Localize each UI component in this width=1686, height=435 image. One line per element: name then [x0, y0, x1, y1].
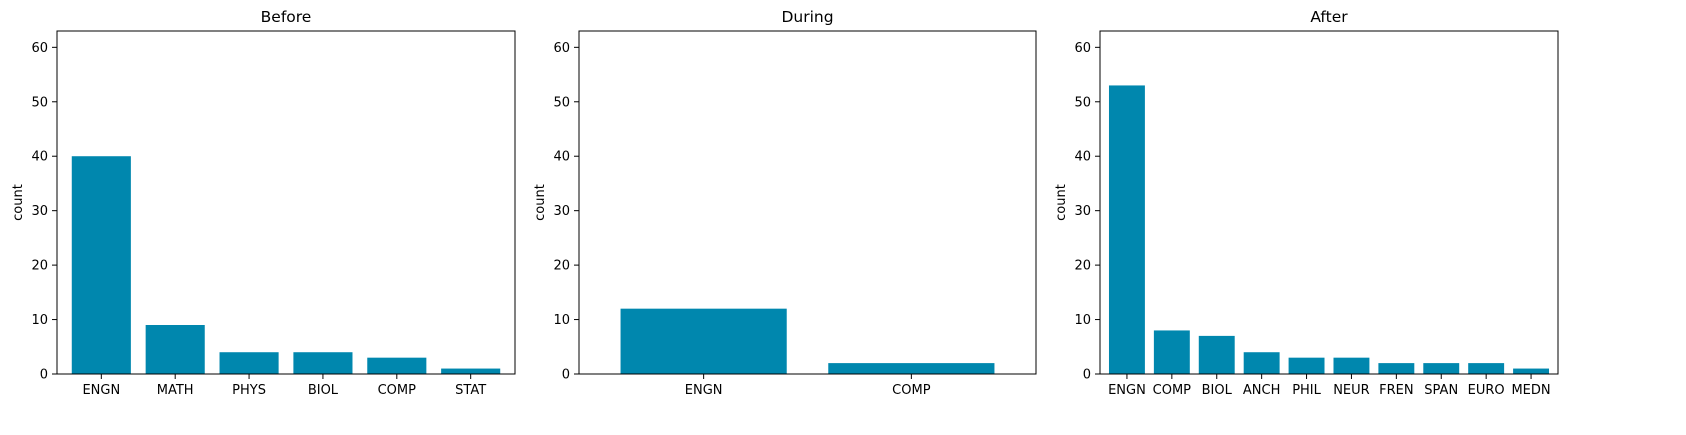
x-tick-label: NEUR — [1333, 383, 1370, 398]
y-tick-label: 50 — [31, 95, 48, 110]
y-tick-label: 50 — [553, 95, 570, 110]
bar — [620, 308, 787, 374]
bar — [219, 352, 279, 374]
x-tick-label: ENGN — [82, 383, 120, 398]
y-tick-label: 40 — [31, 150, 48, 165]
y-tick-label: 60 — [1074, 41, 1091, 56]
chart-panel-3: 0 10 20 30 40 50 60 ENGN COMP BIOL ANCH PHIL NEUR FRE… — [1054, 8, 1559, 398]
y-tick-label: 40 — [1074, 150, 1091, 165]
y-tick-label: 10 — [553, 313, 570, 328]
y-tick-label: 10 — [31, 313, 48, 328]
x-tick-label: COMP — [378, 383, 417, 398]
bar — [367, 357, 427, 374]
axes-frame — [578, 30, 1037, 375]
y-tick-label: 10 — [1074, 313, 1091, 328]
bar — [1513, 368, 1550, 374]
bar — [1378, 363, 1415, 374]
x-tick-label: EURO — [1468, 383, 1505, 398]
bar — [1243, 352, 1280, 374]
y-tick-label: 60 — [31, 41, 48, 56]
y-tick-label: 20 — [31, 259, 48, 274]
x-tick-label: COMP — [1153, 383, 1192, 398]
x-tick-label: BIOL — [308, 383, 339, 398]
y-axis-label: count — [533, 184, 548, 221]
bar — [71, 156, 131, 374]
y-tick-label: 40 — [553, 150, 570, 165]
y-axis-label: count — [11, 184, 26, 221]
bar — [1198, 335, 1235, 374]
chart-title: During — [781, 8, 833, 26]
bar — [145, 325, 205, 374]
y-tick-label: 60 — [553, 41, 570, 56]
x-tick-label: MATH — [157, 383, 194, 398]
x-tick-label: PHIL — [1292, 383, 1321, 398]
y-tick-label: 30 — [31, 204, 48, 219]
chart-panel-1: 0 10 20 30 40 50 60 ENGN MATH PHYS BIOL COMP STAT Bef… — [11, 8, 516, 398]
x-tick-label: BIOL — [1202, 383, 1233, 398]
bar — [1153, 330, 1190, 374]
axes-frame — [1099, 30, 1559, 375]
bar — [441, 368, 501, 374]
bar — [1423, 363, 1460, 374]
bar — [1288, 357, 1325, 374]
y-tick-label: 0 — [40, 368, 48, 383]
bar — [828, 363, 995, 374]
y-tick-label: 50 — [1074, 95, 1091, 110]
x-tick-label: ENGN — [685, 383, 723, 398]
x-tick-label: FREN — [1379, 383, 1413, 398]
chart-title: Before — [261, 8, 312, 26]
y-tick-label: 20 — [553, 259, 570, 274]
chart-panel-2: 0 10 20 30 40 50 60 ENGN COMP During count — [533, 8, 1037, 398]
y-tick-label: 0 — [562, 368, 570, 383]
x-tick-label: STAT — [455, 383, 486, 398]
y-axis-label: count — [1054, 184, 1069, 221]
bar — [1333, 357, 1370, 374]
y-tick-label: 20 — [1074, 259, 1091, 274]
bar — [293, 352, 353, 374]
x-tick-label: ANCH — [1243, 383, 1280, 398]
y-tick-label: 30 — [553, 204, 570, 219]
x-tick-label: SPAN — [1424, 383, 1458, 398]
axes-frame — [56, 30, 516, 375]
bar — [1468, 363, 1505, 374]
chart-title: After — [1310, 8, 1348, 26]
x-tick-label: COMP — [892, 383, 931, 398]
x-tick-label: PHYS — [232, 383, 266, 398]
y-tick-label: 30 — [1074, 204, 1091, 219]
y-tick-label: 0 — [1083, 368, 1091, 383]
bar — [1108, 85, 1145, 374]
x-tick-label: MEDN — [1511, 383, 1550, 398]
x-tick-label: ENGN — [1108, 383, 1146, 398]
